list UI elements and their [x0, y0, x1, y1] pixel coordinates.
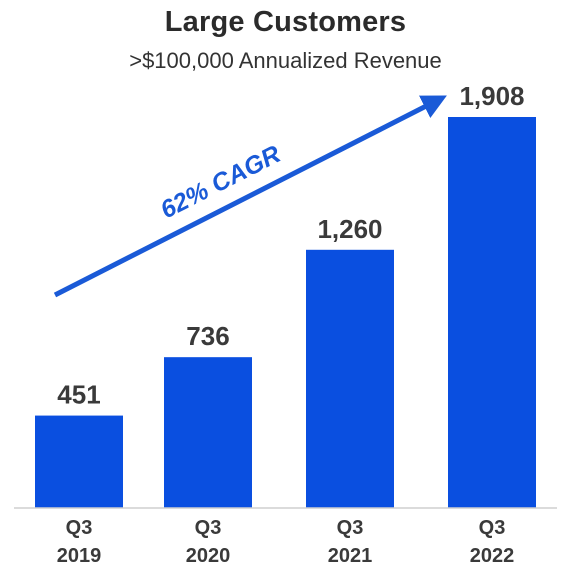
bar-2019	[35, 415, 123, 508]
bar-2021	[306, 249, 394, 508]
x-tick-year-2019: 2019	[57, 545, 102, 567]
data-label-2019: 451	[57, 380, 100, 410]
x-tick-quarter-2020: Q3	[195, 517, 222, 539]
chart-subtitle: >$100,000 Annualized Revenue	[129, 48, 442, 73]
x-tick-quarter-2019: Q3	[66, 517, 93, 539]
x-tick-quarter-2022: Q3	[479, 517, 506, 539]
bars-layer	[35, 117, 536, 508]
x-tick-quarter-2021: Q3	[337, 517, 364, 539]
cagr-arrow	[53, 95, 447, 298]
bar-2022	[448, 117, 536, 508]
data-label-2022: 1,908	[459, 81, 524, 111]
data-label-2020: 736	[186, 321, 229, 351]
x-tick-year-2021: 2021	[328, 545, 373, 567]
ticks-layer: Q3 2019 Q3 2020 Q3 2021 Q3 2022	[57, 517, 515, 567]
labels-layer: 451 736 1,260 1,908	[57, 81, 524, 410]
x-tick-year-2020: 2020	[186, 545, 231, 567]
x-tick-year-2022: 2022	[470, 545, 515, 567]
data-label-2021: 1,260	[317, 214, 382, 244]
bar-2020	[164, 357, 252, 508]
chart-title: Large Customers	[164, 6, 407, 38]
